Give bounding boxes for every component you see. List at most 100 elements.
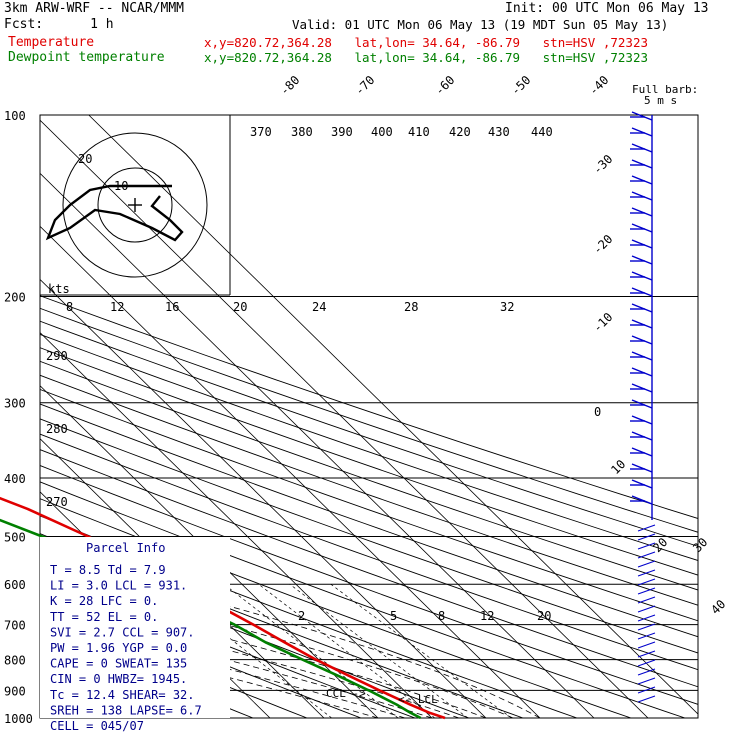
wind-barb-low xyxy=(637,614,656,622)
hodograph-ring-inner xyxy=(97,167,173,243)
dry-adiabat-line xyxy=(40,307,698,533)
isotherm-line xyxy=(88,115,698,715)
wind-barb xyxy=(631,495,653,505)
wind-barb-low xyxy=(637,524,656,532)
wind-barb xyxy=(631,415,653,425)
dry-adiabat-line xyxy=(40,449,698,688)
pressure-tick-label: 700 xyxy=(4,619,26,633)
hodograph-speed-label: 8 xyxy=(66,300,73,314)
hodograph-ring-label: 20 xyxy=(78,152,92,166)
hodograph-speed-label: 20 xyxy=(233,300,247,314)
pressure-tick-label: 800 xyxy=(4,654,26,668)
pressure-tick-label: 1000 xyxy=(4,712,33,726)
wind-barb xyxy=(631,239,653,249)
wind-barb-low xyxy=(637,659,656,667)
moist-adiabat-line xyxy=(40,611,433,718)
theta-e-label: 400 xyxy=(371,125,393,139)
wind-barb xyxy=(631,111,653,121)
wind-barb xyxy=(631,255,653,265)
hodograph-speed-label: 16 xyxy=(165,300,179,314)
mixing-ratio-line xyxy=(258,583,436,718)
wind-barb xyxy=(631,175,653,185)
pressure-tick-label: 600 xyxy=(4,578,26,592)
wind-barb xyxy=(631,479,653,489)
parcel-info-line: SVI = 2.7 CCL = 907. xyxy=(50,625,195,639)
theta-e-label: 380 xyxy=(291,125,313,139)
isotherm-label: -40 xyxy=(586,73,611,98)
parcel-info-line: CIN = 0 HWBZ= 1945. xyxy=(50,672,187,686)
dry-adiabat-line xyxy=(40,295,698,519)
wind-barb-low xyxy=(637,632,656,640)
init-time: Init: 00 UTC Mon 06 May 13 xyxy=(505,1,709,16)
temperature-legend-info: x,y=820.72,364.28 lat,lon= 34.64, -86.79… xyxy=(204,35,649,50)
mixing-ratio-line xyxy=(289,583,469,718)
wind-barb xyxy=(631,303,653,313)
dry-adiabat-line xyxy=(40,418,698,654)
hodograph-speed-label: 32 xyxy=(500,300,514,314)
wind-barb xyxy=(631,399,653,409)
isotherm-line xyxy=(40,331,433,718)
parcel-info-line: PW = 1.96 YGP = 0.0 xyxy=(50,641,187,655)
wind-barb-low xyxy=(637,569,656,577)
hodograph-units-label: kts xyxy=(48,282,70,296)
wind-barb xyxy=(631,127,653,137)
hodograph-trace xyxy=(45,184,184,242)
theta-e-label: 410 xyxy=(408,125,430,139)
wind-barb-low xyxy=(637,641,656,649)
pressure-tick-label: 300 xyxy=(4,397,26,411)
pressure-tick-label: 900 xyxy=(4,684,26,698)
dry-adiabat-line xyxy=(40,569,416,718)
parcel-info-line: Tc = 12.4 SHEAR= 32. xyxy=(50,688,195,702)
wind-barb-low xyxy=(637,578,656,586)
barb-legend-title: Full barb: xyxy=(632,83,698,96)
theta-e-label: 430 xyxy=(488,125,510,139)
theta-label: 280 xyxy=(46,422,68,436)
pressure-tick-label: 400 xyxy=(4,472,26,486)
pressure-tick-label: 100 xyxy=(4,109,26,123)
wind-barb xyxy=(631,319,653,329)
wind-barb-low xyxy=(637,623,656,631)
wind-barb-low xyxy=(637,551,656,559)
mixing-ratio-line xyxy=(330,583,512,718)
isotherm-label: -60 xyxy=(432,73,457,98)
pressure-tick-label: 200 xyxy=(4,291,26,305)
lcl-annotation: <- LCL xyxy=(398,693,438,706)
isotherm-label: 40 xyxy=(708,597,728,617)
isotherm-label: 0 xyxy=(594,405,601,419)
theta-label: 290 xyxy=(46,349,68,363)
pressure-tick-label: 500 xyxy=(4,530,26,544)
parcel-info-line: LI = 3.0 LCL = 931. xyxy=(50,579,187,593)
isotherm-label: -70 xyxy=(352,73,377,98)
isotherm-line xyxy=(40,278,487,718)
wind-barb xyxy=(631,383,653,393)
theta-e-label: 370 xyxy=(250,125,272,139)
isotherm-label: -50 xyxy=(508,73,533,98)
isotherm-label: -80 xyxy=(277,73,302,98)
wind-barb xyxy=(631,191,653,201)
wind-barb-low xyxy=(637,686,656,694)
dry-adiabat-line xyxy=(40,465,698,705)
mixing-ratio-label: 5 xyxy=(390,609,397,623)
wind-barb-low xyxy=(637,650,656,658)
valid-time: Valid: 01 UTC Mon 06 May 13 (19 MDT Sun … xyxy=(292,17,669,32)
theta-label: 270 xyxy=(46,495,68,509)
wind-barb xyxy=(631,447,653,457)
hodograph-ring-label: 10 xyxy=(114,179,128,193)
wind-barb xyxy=(631,351,653,361)
wind-barb xyxy=(631,143,653,153)
mixing-ratio-line xyxy=(223,583,399,718)
mixing-ratio-label: 20 xyxy=(537,609,551,623)
wind-barb xyxy=(631,271,653,281)
wind-barb xyxy=(631,335,653,345)
dry-adiabat-line xyxy=(40,388,698,622)
wind-barb xyxy=(631,207,653,217)
dry-adiabat-line xyxy=(40,481,686,718)
parcel-info-title: Parcel Info xyxy=(86,541,165,555)
dry-adiabat-line xyxy=(40,589,362,718)
parcel-info-line: CELL = 045/07 xyxy=(50,719,144,733)
wind-barb-low xyxy=(637,587,656,595)
wind-barb-low xyxy=(637,542,656,550)
dry-adiabat-line xyxy=(40,347,698,576)
mixing-ratio-label: 2 xyxy=(298,609,305,623)
theta-e-label: 420 xyxy=(449,125,471,139)
